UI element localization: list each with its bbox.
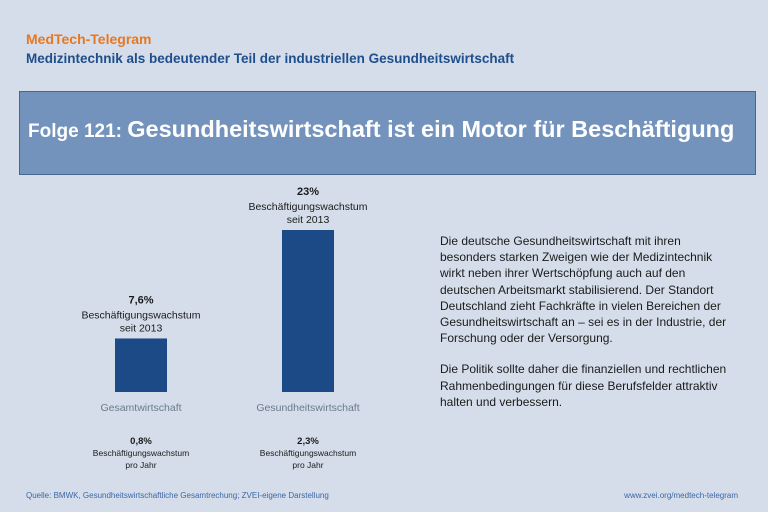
value-label: 23% <box>297 186 319 198</box>
footer-url: www.zvei.org/medtech-telegram <box>624 491 738 500</box>
annual-caption: Beschäftigungswachstum <box>260 448 356 458</box>
bar-gesundheitswirtschaft <box>282 230 334 392</box>
title-text: Gesundheitswirtschaft ist ein Motor für … <box>127 116 735 142</box>
description-paragraph-1: Die deutsche Gesundheitswirtschaft mit i… <box>440 234 727 346</box>
annual-caption: pro Jahr <box>292 460 323 470</box>
description: Die deutsche Gesundheitswirtschaft mit i… <box>440 233 740 425</box>
category-label: Gesundheitswirtschaft <box>256 402 359 414</box>
annual-caption: Beschäftigungswachstum <box>93 448 189 458</box>
description-paragraph-2: Die Politik sollte daher die finanzielle… <box>440 362 727 409</box>
source-note: Quelle: BMWK, Gesundheitswirtschaftliche… <box>26 491 329 500</box>
category-label: Gesamtwirtschaft <box>100 402 181 414</box>
annual-value-label: 2,3% <box>297 436 319 447</box>
bar-gesamtwirtschaft <box>115 338 167 392</box>
value-label: 7,6% <box>128 294 153 306</box>
brand-name: MedTech-Telegram <box>26 31 152 47</box>
value-caption: Beschäftigungswachstum <box>248 201 367 213</box>
page-subtitle: Medizintechnik als bedeutender Teil der … <box>26 51 515 66</box>
value-caption: seit 2013 <box>287 214 330 226</box>
value-caption: seit 2013 <box>120 322 163 334</box>
annual-value-label: 0,8% <box>130 436 152 447</box>
value-caption: Beschäftigungswachstum <box>81 309 200 321</box>
episode-label: Folge 121: <box>28 121 128 142</box>
title-banner: Folge 121: Gesundheitswirtschaft ist ein… <box>19 91 756 175</box>
annual-caption: pro Jahr <box>125 460 156 470</box>
page-title: Folge 121: Gesundheitswirtschaft ist ein… <box>28 116 751 143</box>
